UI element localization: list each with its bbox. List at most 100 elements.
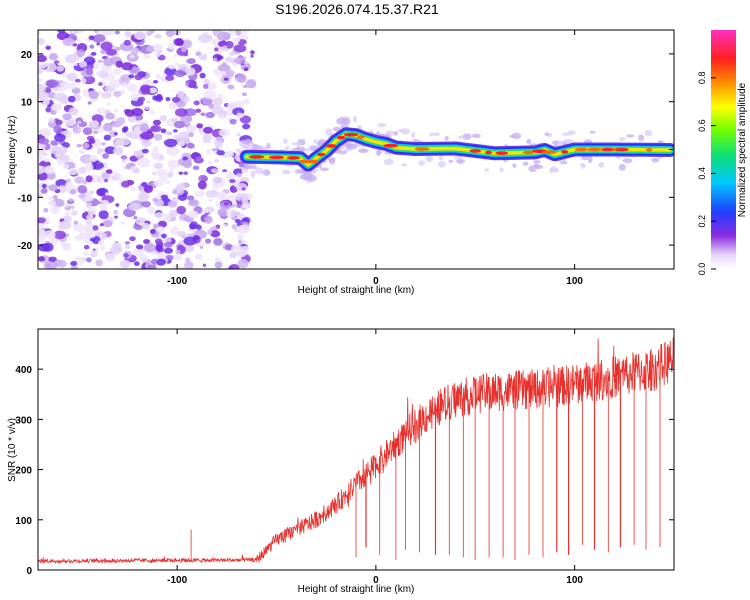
noise-blob [214,47,219,52]
noise-blob [221,62,227,66]
noise-blob [127,83,138,93]
noise-blob [45,45,52,50]
noise-blob [111,242,122,249]
noise-blob [71,30,84,35]
x-tick-label: 100 [566,276,583,287]
noise-blob [77,185,88,194]
noise-blob [64,54,77,64]
noise-blob [178,171,183,175]
noise-blob [120,221,126,225]
y-tick-label: 400 [15,365,32,376]
noise-blob [146,45,155,53]
noise-blob [48,184,58,192]
noise-blob [202,134,212,144]
noise-blob [58,225,63,229]
noise-blob [236,183,248,192]
noise-blob [166,131,173,136]
ridge-halo-blob [553,167,559,171]
noise-blob [150,151,159,158]
noise-blob [44,220,50,225]
noise-blob [197,33,212,43]
noise-blob [119,259,131,269]
noise-blob [231,210,237,215]
noise-blob [222,45,228,49]
noise-blob [38,61,48,69]
noise-blob [78,149,86,154]
noise-blob [188,132,194,138]
noise-blob [175,249,181,255]
noise-blob [153,179,164,187]
noise-blob [39,97,50,107]
noise-blob [137,120,143,125]
noise-blob [149,228,156,234]
noise-blob [161,233,167,239]
noise-blob [171,96,181,103]
ridge-peak [357,135,365,139]
noise-blob [41,128,52,137]
noise-blob [83,223,97,233]
x-tick-label: 0 [373,276,379,287]
noise-blob [128,74,135,79]
noise-blob [143,242,156,253]
noise-blob [198,174,208,183]
noise-blob [53,230,66,240]
ridge-halo-blob [549,167,554,174]
noise-blob [165,30,175,37]
noise-blob [235,219,242,224]
noise-blob [150,110,156,115]
noise-blob [197,180,207,190]
noise-blob [221,213,227,217]
noise-blob [120,155,128,160]
noise-blob [156,251,168,259]
noise-blob [125,132,132,138]
noise-blob [38,222,45,228]
noise-blob [45,107,52,113]
noise-blob [97,59,103,63]
noise-blob [137,96,146,102]
x-tick-label: 100 [566,575,583,586]
noise-blob [103,178,109,183]
noise-blob [70,264,78,269]
noise-blob [61,72,68,78]
noise-blob [38,37,45,45]
ridge-peak [383,143,399,148]
ridge-peak [325,144,337,148]
snr-series-line [38,337,674,565]
ridge-halo-blob [295,141,301,147]
noise-blob [73,220,79,225]
ridge-halo-blob [253,145,263,150]
ridge-halo-blob [622,158,633,164]
noise-blob [127,202,141,211]
noise-blob [99,245,106,251]
noise-blob [87,207,97,216]
ridge-peak [343,132,359,137]
ridge-halo-blob [462,133,472,140]
noise-blob [174,62,180,67]
ridge-halo-blob [352,115,358,123]
noise-blob [44,165,55,175]
noise-blob [106,48,118,56]
y-tick-label: 0 [26,146,32,157]
noise-blob [241,239,247,245]
noise-blob [113,108,119,113]
ridge-halo-blob [581,156,590,161]
noise-blob [233,57,244,65]
ridge-peak [469,149,482,153]
noise-blob [89,237,96,242]
ridge-halo-blob [638,134,645,142]
noise-blob [156,258,166,266]
noise-blob [157,220,168,228]
noise-blob [217,93,224,98]
y-tick-label: 20 [21,50,33,61]
x-tick-label: -100 [167,276,187,287]
noise-blob [90,250,98,258]
noise-blob [167,42,176,50]
noise-blob [99,223,104,227]
noise-blob [214,146,220,150]
noise-blob [173,134,179,139]
noise-blob [92,34,106,43]
ridge-halo-blob [254,167,264,175]
noise-blob [38,67,44,75]
noise-blob [92,225,99,231]
noise-blob [114,215,118,219]
